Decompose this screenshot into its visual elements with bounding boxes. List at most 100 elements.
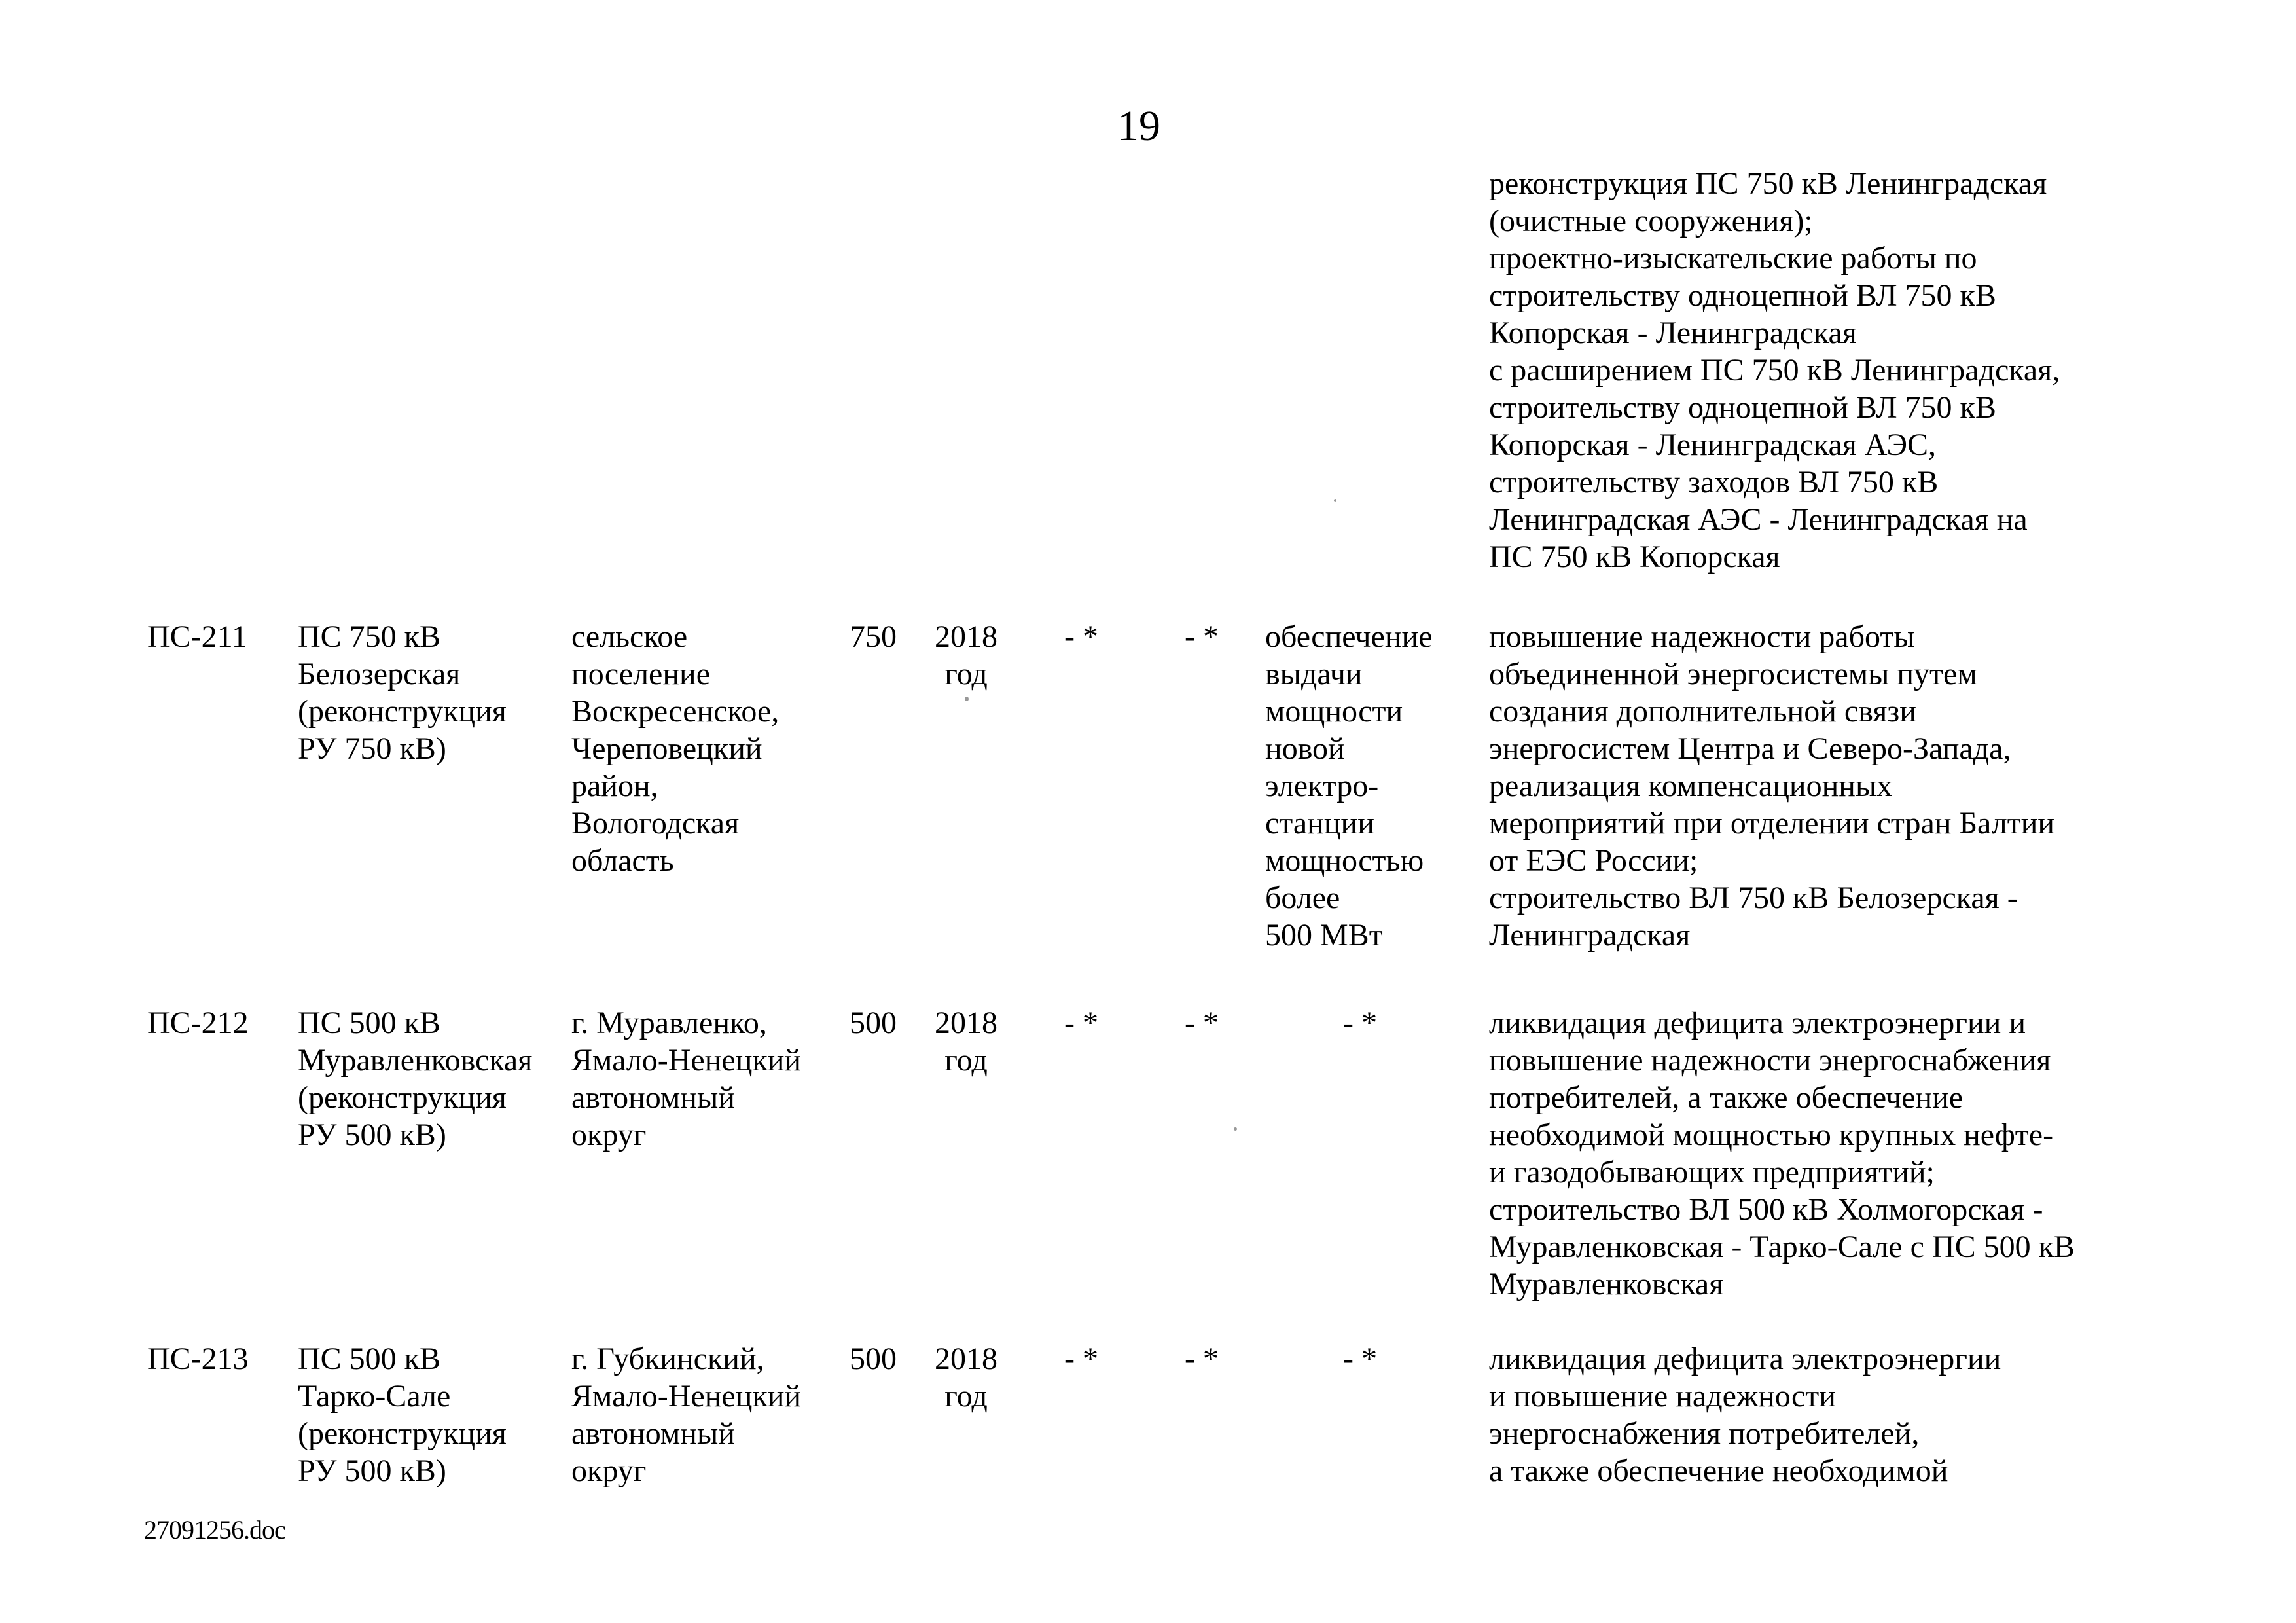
text-line: г. Муравленко, bbox=[571, 1006, 767, 1040]
text-line: Ямало-Ненецкий bbox=[571, 1379, 802, 1413]
text-line: Белозерская bbox=[298, 657, 461, 691]
text-line: поселение bbox=[571, 657, 711, 691]
text-line: а также обеспечение необходимой bbox=[1489, 1453, 1948, 1488]
project-id: ПС-212 bbox=[147, 1006, 249, 1040]
value-dash-a: - * bbox=[1064, 1006, 1098, 1040]
text-line: проектно-изыскательские работы по bbox=[1489, 241, 1977, 276]
text-line: станции bbox=[1265, 806, 1374, 841]
project-id: ПС-213 bbox=[147, 1341, 249, 1376]
text-line: Муравленковская bbox=[1489, 1267, 1724, 1302]
value-dash-c: - * bbox=[1265, 1340, 1455, 1377]
text-line: Копорская - Ленинградская АЭС, bbox=[1489, 428, 1937, 462]
text-line: реконструкция ПС 750 кВ Ленинградская bbox=[1489, 166, 2047, 201]
project-description: ликвидация дефицита электроэнергии и повы… bbox=[1489, 1340, 2271, 1489]
value-dash-c: - * bbox=[1265, 1004, 1455, 1042]
text-line: Воскресенское, bbox=[571, 694, 780, 729]
project-name: ПС 500 кВ Тарко-Сале (реконструкция РУ 500 … bbox=[298, 1340, 563, 1489]
text-line: ПС 750 кВ Копорская bbox=[1489, 539, 1780, 574]
project-name: ПС 500 кВ Муравленковская (реконструкция РУ… bbox=[298, 1004, 563, 1154]
text-line: новой bbox=[1265, 731, 1345, 766]
text-line: год bbox=[944, 1379, 988, 1413]
value-dash-b: - * bbox=[1185, 1006, 1219, 1040]
text-line: энергосистем Центра и Северо-Запада, bbox=[1489, 731, 2011, 766]
text-line: 2018 bbox=[935, 1341, 997, 1376]
text-line: округ bbox=[571, 1118, 647, 1152]
text-line: - * bbox=[1343, 1006, 1377, 1040]
text-line: повышение надежности энергоснабжения bbox=[1489, 1043, 2051, 1078]
scan-speck bbox=[1334, 499, 1336, 502]
text-line: и повышение надежности bbox=[1489, 1379, 1836, 1413]
text-line: Ленинградская АЭС - Ленинградская на bbox=[1489, 502, 2028, 537]
voltage-value: 750 bbox=[850, 619, 897, 654]
text-line: строительству заходов ВЛ 750 кВ bbox=[1489, 465, 1939, 500]
text-line: ликвидация дефицита электроэнергии и bbox=[1489, 1006, 2026, 1040]
value-dash-a: - * bbox=[1064, 1341, 1098, 1376]
text-line: область bbox=[571, 843, 674, 878]
text-line: мощностью bbox=[1265, 843, 1424, 878]
value-dash-b: - * bbox=[1185, 1341, 1219, 1376]
text-line: строительство ВЛ 750 кВ Белозерская - bbox=[1489, 881, 2018, 915]
text-line: (очистные сооружения); bbox=[1489, 204, 1813, 238]
text-line: выдачи bbox=[1265, 657, 1363, 691]
project-description: повышение надежности работы объединенной … bbox=[1489, 618, 2271, 954]
text-line: Муравленковская - Тарко-Сале с ПС 500 кВ bbox=[1489, 1230, 2075, 1264]
commissioning-year: 2018 год bbox=[927, 1340, 1005, 1415]
text-line: 500 МВт bbox=[1265, 918, 1383, 953]
text-line: мероприятий при отделении стран Балтии bbox=[1489, 806, 2055, 841]
text-line: район, bbox=[571, 769, 658, 803]
text-line: Тарко-Сале bbox=[298, 1379, 451, 1413]
text-line: округ bbox=[571, 1453, 647, 1488]
scan-speck bbox=[965, 697, 969, 701]
text-line: от ЕЭС России; bbox=[1489, 843, 1698, 878]
text-line: электро- bbox=[1265, 769, 1379, 803]
text-line: потребителей, а также обеспечение bbox=[1489, 1080, 1964, 1115]
scan-speck bbox=[1234, 1127, 1237, 1131]
text-line: г. Губкинский, bbox=[571, 1341, 764, 1376]
text-line: 2018 bbox=[935, 1006, 997, 1040]
text-line: мощности bbox=[1265, 694, 1403, 729]
text-line: (реконструкция bbox=[298, 1080, 507, 1115]
text-line: с расширением ПС 750 кВ Ленинградская, bbox=[1489, 353, 2060, 388]
text-line: автономный bbox=[571, 1416, 735, 1451]
value-dash-b: - * bbox=[1185, 619, 1219, 654]
text-line: автономный bbox=[571, 1080, 735, 1115]
text-line: строительству одноцепной ВЛ 750 кВ bbox=[1489, 278, 1996, 313]
project-location: сельское поселение Воскресенское, Череповец… bbox=[571, 618, 841, 879]
text-line: (реконструкция bbox=[298, 694, 507, 729]
text-line: РУ 750 кВ) bbox=[298, 731, 446, 766]
text-line: энергоснабжения потребителей, bbox=[1489, 1416, 1920, 1451]
text-line: год bbox=[944, 657, 988, 691]
text-line: Копорская - Ленинградская bbox=[1489, 316, 1857, 350]
text-line: 2018 bbox=[935, 619, 997, 654]
commissioning-year: 2018 год bbox=[927, 1004, 1005, 1079]
text-line: год bbox=[944, 1043, 988, 1078]
project-name: ПС 750 кВ Белозерская (реконструкция РУ 750… bbox=[298, 618, 563, 767]
page-number: 19 bbox=[1117, 102, 1160, 150]
text-line: Череповецкий bbox=[571, 731, 762, 766]
carryover-project-notes: реконструкция ПС 750 кВ Ленинградская (оч… bbox=[1489, 165, 2271, 575]
text-line: ПС 750 кВ bbox=[298, 619, 441, 654]
text-line: повышение надежности работы bbox=[1489, 619, 1915, 654]
text-line: РУ 500 кВ) bbox=[298, 1118, 446, 1152]
project-location: г. Губкинский, Ямало-Ненецкий автономный ок… bbox=[571, 1340, 841, 1489]
text-line: Вологодская bbox=[571, 806, 740, 841]
voltage-value: 500 bbox=[850, 1006, 897, 1040]
text-line: строительство ВЛ 500 кВ Холмогорская - bbox=[1489, 1192, 2043, 1227]
text-line: Муравленковская bbox=[298, 1043, 533, 1078]
project-location: г. Муравленко, Ямало-Ненецкий автономный ок… bbox=[571, 1004, 841, 1154]
document-filename: 27091256.doc bbox=[144, 1515, 286, 1544]
text-line: ликвидация дефицита электроэнергии bbox=[1489, 1341, 2001, 1376]
text-line: ПС 500 кВ bbox=[298, 1006, 441, 1040]
text-line: создания дополнительной связи bbox=[1489, 694, 1916, 729]
text-line: - * bbox=[1343, 1341, 1377, 1376]
capacity-purpose: обеспечение выдачи мощности новой электро-ст… bbox=[1265, 618, 1455, 954]
text-line: обеспечение bbox=[1265, 619, 1433, 654]
text-line: ПС 500 кВ bbox=[298, 1341, 441, 1376]
text-line: более bbox=[1265, 881, 1340, 915]
text-line: строительству одноцепной ВЛ 750 кВ bbox=[1489, 390, 1996, 425]
text-line: объединенной энергосистемы путем bbox=[1489, 657, 1977, 691]
project-id: ПС-211 bbox=[147, 619, 247, 654]
commissioning-year: 2018 год bbox=[927, 618, 1005, 693]
text-line: необходимой мощностью крупных нефте- bbox=[1489, 1118, 2054, 1152]
